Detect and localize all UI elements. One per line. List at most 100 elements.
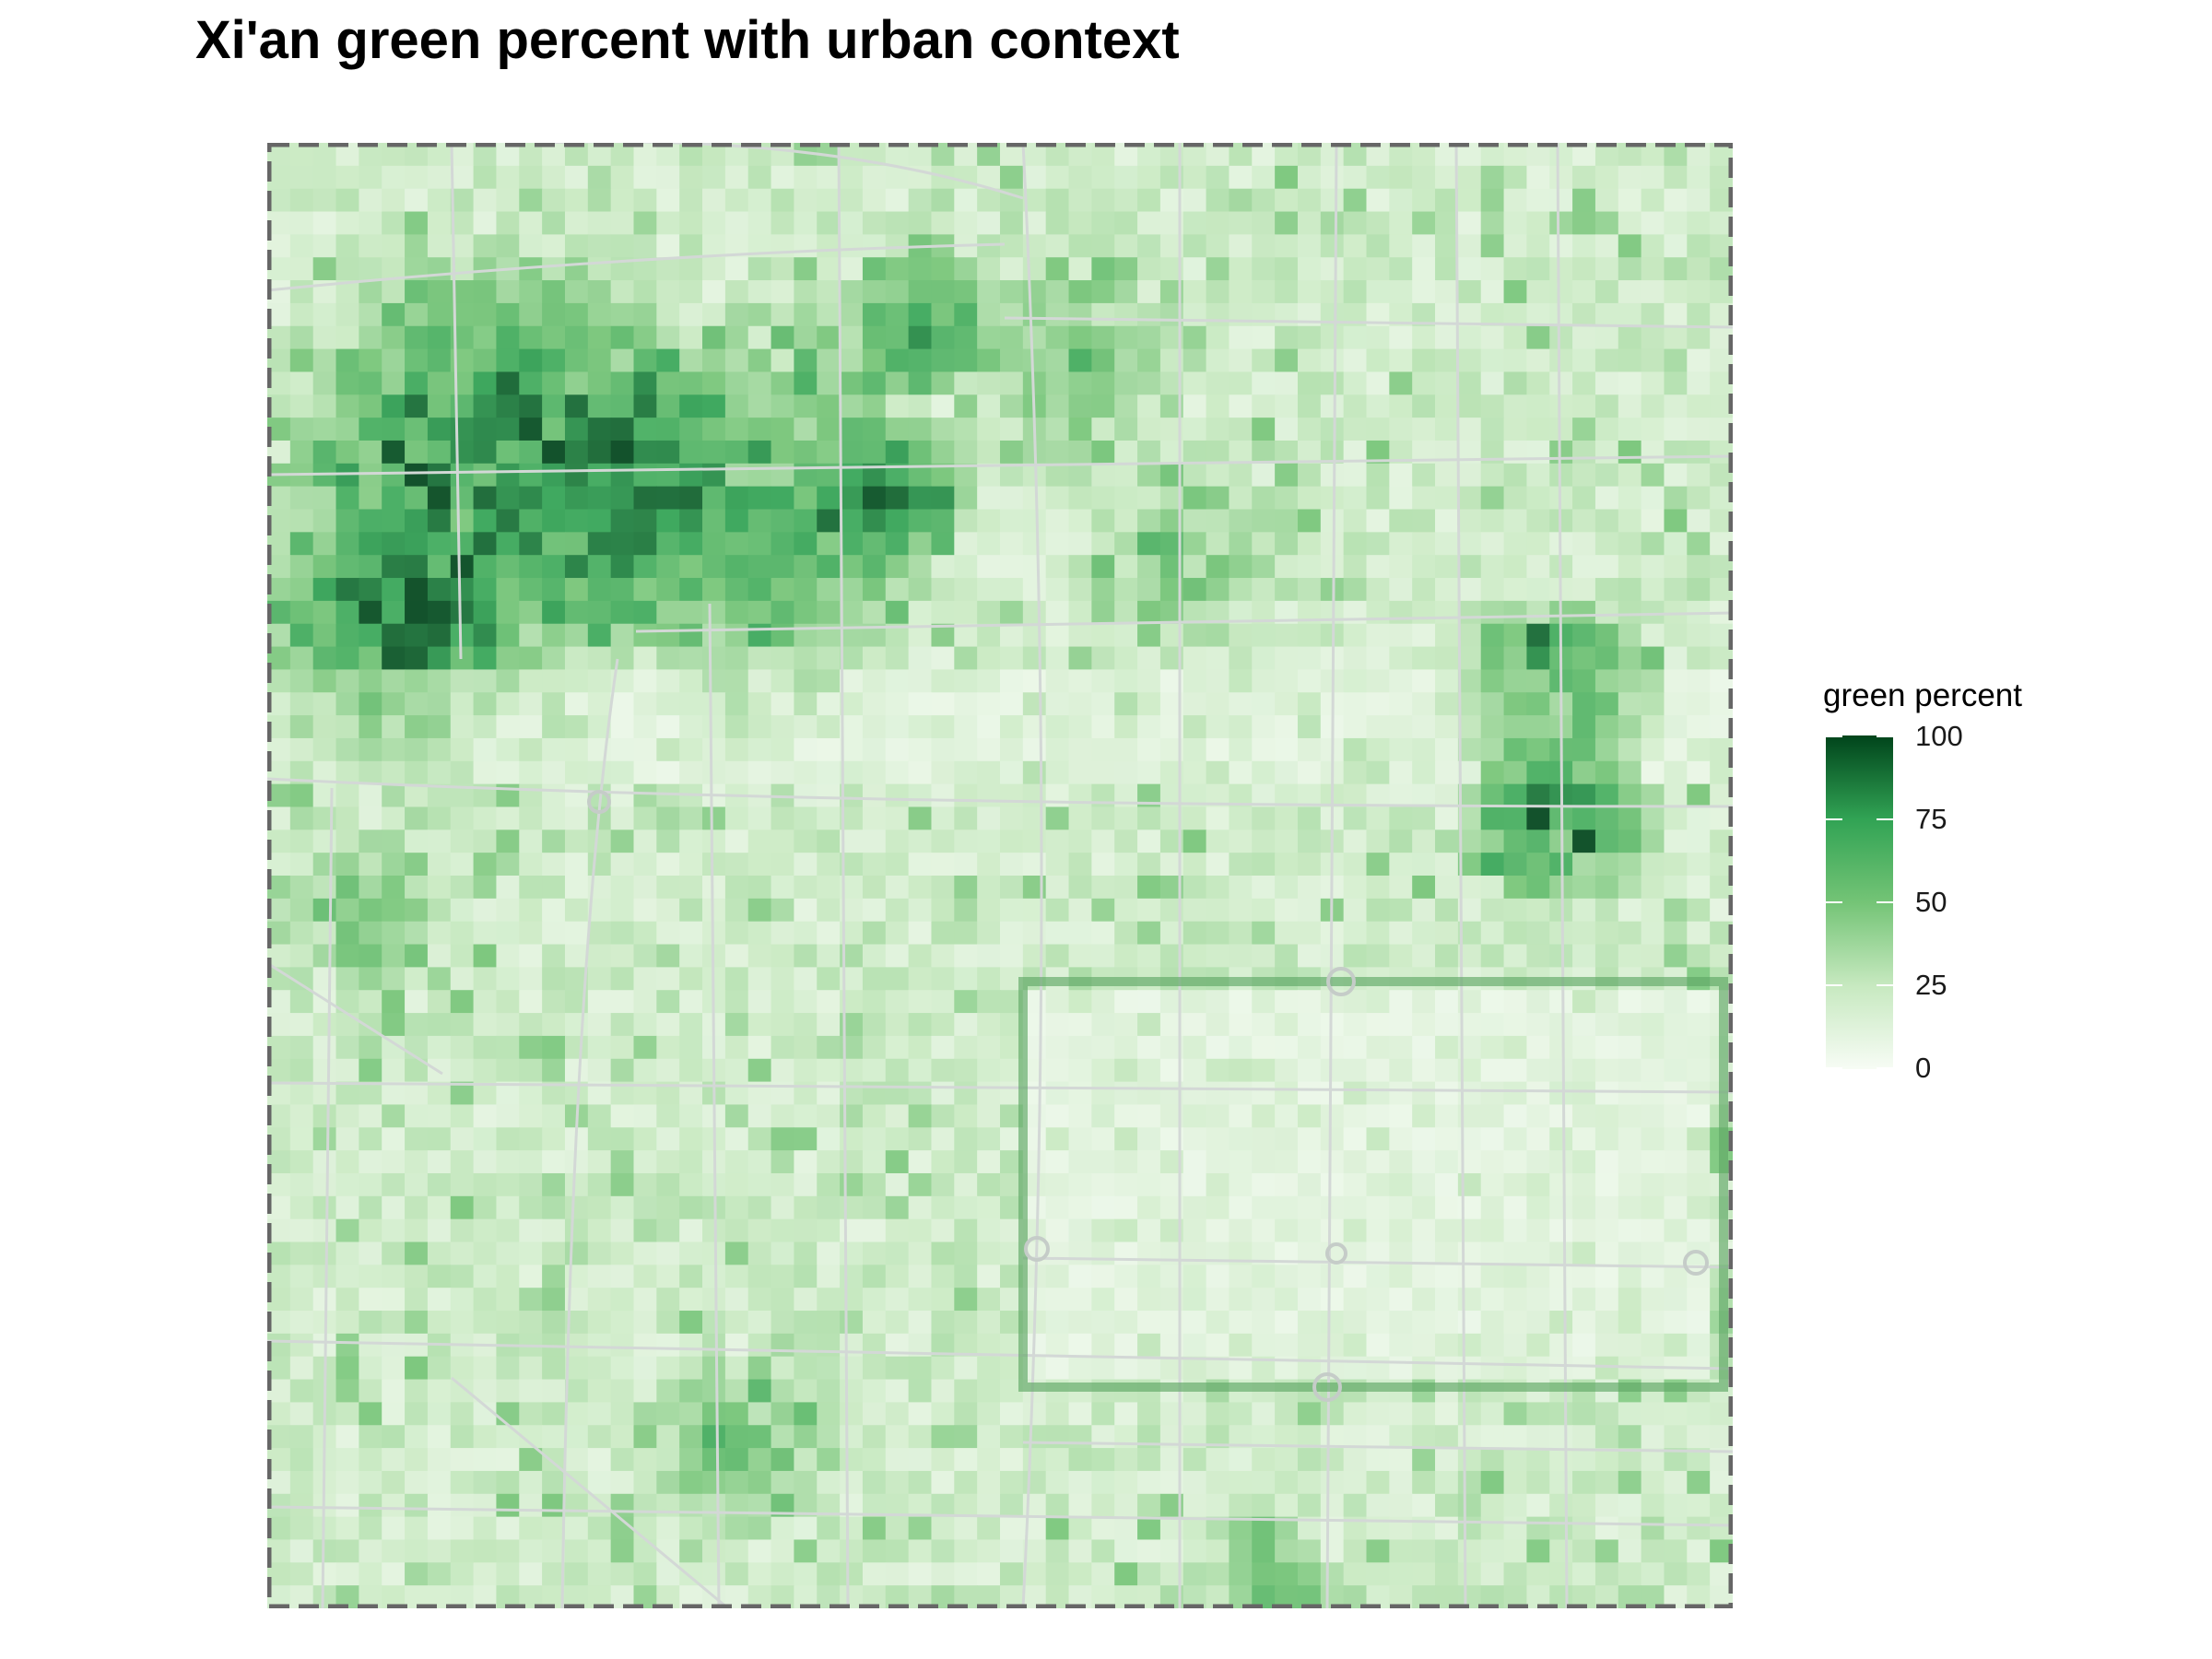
raster-cell (289, 1402, 314, 1426)
raster-cell (908, 1539, 933, 1563)
raster-cell (1252, 1265, 1276, 1288)
raster-cell (931, 188, 955, 213)
raster-cell (1641, 1241, 1665, 1265)
raster-cell (564, 1013, 589, 1037)
raster-cell (1687, 1288, 1711, 1312)
raster-cell (862, 898, 887, 923)
raster-cell (1000, 234, 1024, 258)
raster-cell (289, 806, 314, 830)
green-percent-map[interactable] (267, 143, 1733, 1608)
raster-cell (633, 165, 657, 190)
raster-cell (724, 257, 749, 281)
raster-cell (1068, 280, 1092, 304)
raster-cell (1641, 760, 1665, 785)
raster-cell (1275, 1493, 1299, 1518)
raster-cell (1480, 1425, 1505, 1449)
raster-cell (656, 509, 680, 533)
raster-cell (794, 876, 818, 900)
raster-cell (885, 1539, 910, 1563)
raster-cell (496, 1035, 520, 1060)
raster-cell (1389, 234, 1413, 258)
raster-cell (1137, 692, 1161, 716)
raster-cell (1572, 1425, 1596, 1449)
raster-cell (840, 1288, 864, 1312)
raster-cell (587, 463, 612, 488)
raster-cell (679, 1195, 703, 1220)
raster-cell (1412, 876, 1436, 900)
map-panel[interactable] (267, 143, 1733, 1608)
raster-cell (954, 371, 978, 395)
raster-cell (862, 600, 887, 625)
raster-cell (817, 1539, 841, 1563)
raster-cell (977, 921, 1001, 946)
raster-cell (1526, 509, 1550, 533)
raster-cell (1687, 1104, 1711, 1128)
raster-cell (1297, 715, 1322, 739)
raster-cell (587, 1539, 612, 1563)
raster-cell (1275, 1127, 1299, 1151)
raster-cell (427, 1356, 452, 1381)
raster-cell (1022, 806, 1047, 830)
raster-cell (496, 394, 520, 418)
raster-cell (702, 715, 726, 739)
raster-cell (1343, 418, 1368, 441)
raster-cell (1480, 1195, 1505, 1220)
raster-cell (1641, 1562, 1665, 1586)
raster-cell (1182, 669, 1207, 693)
raster-cell (931, 1425, 955, 1449)
raster-cell (1137, 1127, 1161, 1151)
raster-cell (679, 944, 703, 968)
raster-cell (1412, 1470, 1436, 1495)
raster-cell (1297, 806, 1322, 830)
raster-cell (1320, 234, 1345, 258)
raster-cell (817, 578, 841, 602)
raster-cell (587, 1150, 612, 1174)
raster-cell (1641, 1402, 1665, 1426)
raster-cell (427, 760, 452, 785)
raster-cell (840, 486, 864, 511)
raster-cell (405, 1516, 429, 1541)
raster-cell (1641, 783, 1665, 808)
raster-cell (542, 1241, 566, 1265)
raster-cell (1480, 257, 1505, 281)
raster-cell (427, 646, 452, 670)
raster-cell (1641, 806, 1665, 830)
raster-cell (610, 1356, 635, 1381)
raster-cell (1297, 371, 1322, 395)
raster-cell (359, 1127, 382, 1151)
raster-cell (817, 1013, 841, 1037)
raster-cell (289, 853, 314, 877)
raster-cell (885, 1425, 910, 1449)
raster-cell (862, 830, 887, 853)
roundabout (1312, 1372, 1342, 1402)
raster-cell (335, 1195, 359, 1220)
raster-cell (1114, 302, 1138, 327)
raster-cell (1435, 1470, 1459, 1495)
raster-cell (1664, 1218, 1688, 1243)
raster-cell (908, 1448, 933, 1472)
raster-cell (794, 760, 818, 785)
raster-cell (1435, 555, 1459, 579)
raster-cell (885, 1172, 910, 1197)
raster-cell (1664, 1104, 1688, 1128)
raster-cell (1457, 165, 1482, 190)
raster-cell (885, 1265, 910, 1288)
raster-cell (977, 486, 1001, 511)
raster-cell (1091, 806, 1115, 830)
raster-cell (1618, 1081, 1642, 1106)
raster-cell (382, 1127, 406, 1151)
raster-cell (1664, 234, 1688, 258)
raster-cell (289, 1127, 314, 1151)
raster-cell (382, 1356, 406, 1381)
raster-cell (1594, 806, 1619, 830)
raster-cell (564, 463, 589, 488)
raster-cell (1275, 1470, 1299, 1495)
raster-cell (1687, 1470, 1711, 1495)
raster-cell (1641, 898, 1665, 923)
raster-cell (1664, 440, 1688, 465)
raster-cell (954, 394, 978, 418)
raster-cell (1549, 371, 1573, 395)
raster-cell (587, 623, 612, 648)
raster-cell (1618, 1218, 1642, 1243)
raster-cell (1618, 1150, 1642, 1174)
